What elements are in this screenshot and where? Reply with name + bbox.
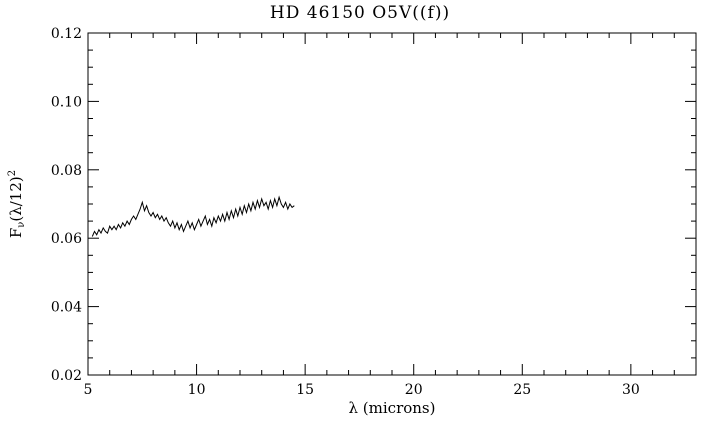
y-tick-label: 0.06: [51, 231, 82, 247]
y-tick-label: 0.08: [51, 163, 82, 179]
x-tick-label: 20: [405, 382, 423, 398]
y-axis-label-sup: 2: [7, 169, 18, 177]
y-tick-label: 0.02: [51, 368, 82, 384]
y-axis-label-mid: (λ/12): [7, 176, 25, 222]
y-tick-label: 0.04: [51, 300, 82, 316]
axes-box: [87, 32, 697, 376]
chart-title: HD 46150 O5V((f)): [269, 3, 451, 23]
x-tick-label: 5: [84, 382, 93, 398]
x-tick-label: 15: [296, 382, 314, 398]
spectrum-line: [91, 195, 295, 237]
y-axis-label-base: F: [7, 227, 25, 239]
x-tick-label: 10: [188, 382, 206, 398]
x-tick-label: 30: [622, 382, 640, 398]
y-tick-label: 0.10: [51, 94, 82, 110]
y-axis-label: Fν(λ/12)2: [7, 170, 27, 238]
y-tick-label: 0.12: [51, 26, 82, 42]
y-axis-label-sub: ν: [16, 221, 27, 228]
x-tick-label: 25: [513, 382, 531, 398]
x-axis-label: λ (microns): [348, 399, 436, 417]
